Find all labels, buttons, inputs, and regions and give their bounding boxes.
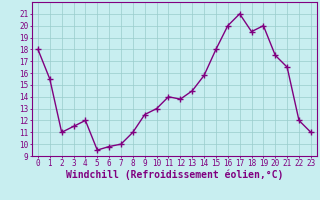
X-axis label: Windchill (Refroidissement éolien,°C): Windchill (Refroidissement éolien,°C) xyxy=(66,170,283,180)
